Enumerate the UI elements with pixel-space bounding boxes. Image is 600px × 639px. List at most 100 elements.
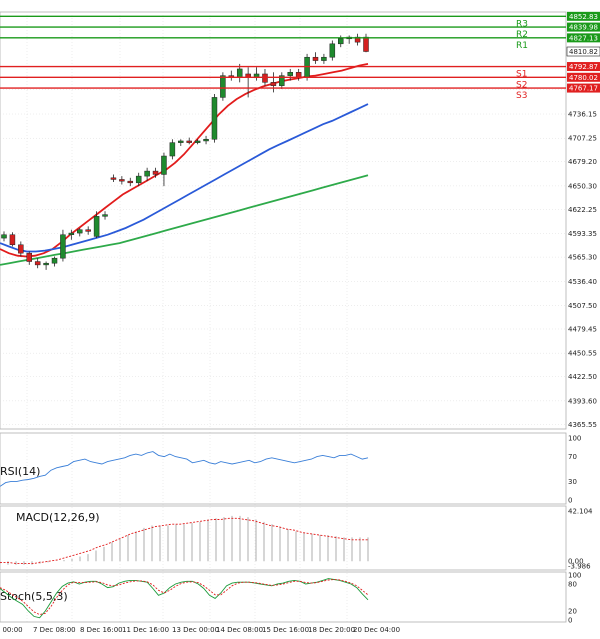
level-name-s3: S3 bbox=[516, 91, 527, 101]
candle bbox=[135, 172, 142, 187]
candle-body bbox=[354, 36, 361, 43]
candle bbox=[194, 139, 201, 145]
candle bbox=[329, 40, 336, 61]
level-value-r1: 4827.13 bbox=[569, 34, 598, 42]
time-label: 20 Dec 04:00 bbox=[353, 626, 400, 634]
time-label: 7 Dec 08:00 bbox=[33, 626, 76, 634]
price-panel: 4765.404736.154707.254679.204650.304622.… bbox=[0, 11, 600, 622]
level-value-s3: 4767.17 bbox=[569, 85, 598, 93]
time-label: 15 Dec 16:00 bbox=[262, 626, 309, 634]
time-label: 18 Dec 20:00 bbox=[308, 626, 355, 634]
candle-body bbox=[68, 232, 75, 235]
candle bbox=[102, 211, 108, 220]
level-value-r3: 4852.83 bbox=[569, 13, 598, 21]
rsi-title: RSI(14) bbox=[0, 465, 40, 478]
candle bbox=[9, 232, 16, 247]
price-tick-label: 4365.55 bbox=[568, 421, 597, 429]
candle bbox=[169, 139, 176, 160]
candle-body bbox=[102, 214, 108, 217]
candle bbox=[144, 167, 150, 182]
candle-body bbox=[295, 72, 302, 78]
candle bbox=[34, 258, 41, 269]
candle bbox=[161, 152, 167, 187]
macd-tick-label: -3.986 bbox=[568, 562, 591, 570]
macd-tick-label: 0.00 bbox=[568, 558, 584, 566]
candle-body bbox=[312, 56, 319, 61]
candle-body bbox=[9, 234, 16, 246]
stoch-tick-label: 100 bbox=[568, 572, 581, 580]
candle-body bbox=[161, 155, 167, 175]
price-tick-label: 4593.35 bbox=[568, 230, 597, 238]
price-tick-label: 4707.25 bbox=[568, 135, 597, 143]
time-label: 11 Dec 16:00 bbox=[122, 626, 169, 634]
macd-title: MACD(12,26,9) bbox=[16, 511, 100, 524]
stoch-tick-label: 20 bbox=[568, 608, 577, 616]
candle-body bbox=[127, 180, 134, 184]
level-name-s2: S2 bbox=[516, 80, 527, 90]
price-tick-label: 4565.30 bbox=[568, 254, 597, 262]
candle-body bbox=[337, 38, 344, 45]
candle bbox=[211, 94, 218, 143]
candle bbox=[85, 226, 91, 235]
candle-body bbox=[119, 179, 125, 182]
time-label: 14 Dec 08:00 bbox=[216, 626, 263, 634]
level-name-r2: R2 bbox=[516, 30, 528, 40]
candle bbox=[119, 176, 125, 185]
candle-body bbox=[304, 56, 310, 78]
candle bbox=[110, 174, 117, 182]
price-tick-label: 4650.30 bbox=[568, 182, 597, 190]
candle-body bbox=[110, 177, 117, 180]
price-tick-label: 4393.60 bbox=[568, 397, 597, 405]
candle bbox=[186, 137, 192, 145]
candle bbox=[127, 177, 134, 187]
rsi-panel: RSI(14) 100 70 30 0 bbox=[0, 432, 581, 505]
level-name-r1: R1 bbox=[516, 41, 528, 51]
candle-body bbox=[43, 262, 49, 266]
level-value-s2: 4780.02 bbox=[569, 74, 598, 82]
candle-body bbox=[220, 75, 226, 98]
level-tag bbox=[567, 72, 600, 82]
candle bbox=[363, 33, 369, 53]
rsi-tick-label: 70 bbox=[568, 453, 577, 461]
candle bbox=[43, 261, 49, 270]
macd-tick-label: 42.104 bbox=[568, 508, 593, 516]
candle-body bbox=[329, 43, 336, 58]
candle bbox=[77, 228, 83, 237]
candle-body bbox=[203, 139, 209, 142]
level-tag bbox=[567, 83, 600, 93]
rsi-tick-label: 100 bbox=[568, 435, 581, 443]
stoch-title: Stoch(5,5,3) bbox=[0, 590, 68, 603]
rsi-tick-label: 0 bbox=[568, 497, 572, 505]
candle-body bbox=[34, 261, 41, 266]
candle bbox=[203, 135, 209, 145]
candle-body bbox=[178, 140, 184, 143]
candle bbox=[60, 229, 66, 262]
level-tag bbox=[567, 33, 600, 43]
candle bbox=[26, 251, 33, 265]
candle-body bbox=[60, 234, 66, 259]
level-name-r3: R3 bbox=[516, 19, 528, 29]
candle bbox=[220, 72, 226, 101]
candle bbox=[152, 167, 159, 178]
candle bbox=[279, 72, 285, 90]
candle-body bbox=[363, 36, 369, 52]
stoch-d-line bbox=[0, 579, 369, 616]
candle-body bbox=[18, 244, 24, 254]
level-tag bbox=[567, 22, 600, 32]
candle-body bbox=[186, 140, 192, 143]
candle-body bbox=[135, 175, 142, 184]
current-price-label: 4810.82 bbox=[569, 48, 598, 56]
candle-body bbox=[1, 234, 7, 239]
candle bbox=[312, 52, 319, 64]
price-tick-label: 4479.45 bbox=[568, 325, 597, 333]
time-label: 8 Dec 16:00 bbox=[80, 626, 123, 634]
level-value-r2: 4839.98 bbox=[569, 24, 598, 32]
candle bbox=[51, 256, 58, 267]
candle bbox=[1, 231, 7, 242]
candle bbox=[270, 72, 277, 93]
level-tag bbox=[567, 11, 600, 21]
candle-body bbox=[194, 140, 201, 143]
